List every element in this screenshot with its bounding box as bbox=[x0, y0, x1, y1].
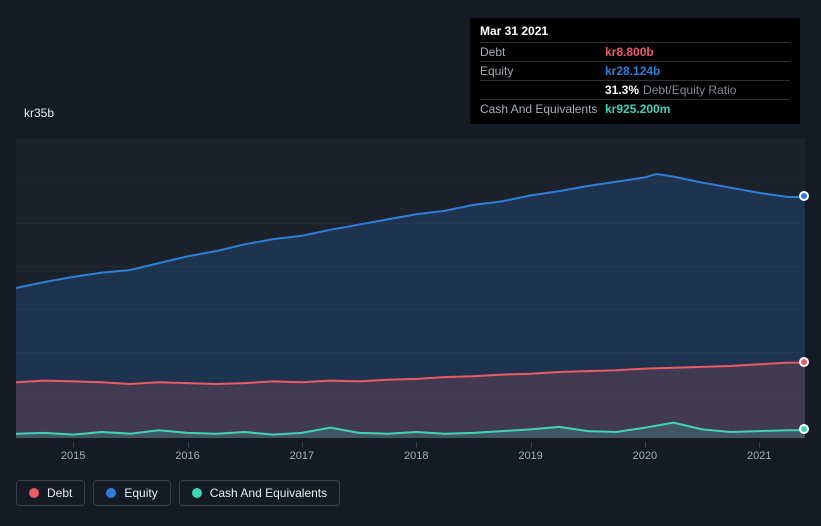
legend-label: Debt bbox=[47, 486, 72, 500]
tooltip-row-value: 31.3%Debt/Equity Ratio bbox=[605, 83, 736, 97]
equity-end-marker bbox=[799, 191, 809, 201]
chart-tooltip: Mar 31 2021 Debtkr8.800bEquitykr28.124b3… bbox=[470, 18, 800, 124]
tooltip-row-suffix: Debt/Equity Ratio bbox=[643, 83, 736, 97]
marker-dot-icon bbox=[799, 357, 809, 367]
legend-label: Equity bbox=[124, 486, 157, 500]
tooltip-row-label bbox=[480, 83, 605, 97]
tooltip-row-value: kr8.800b bbox=[605, 45, 654, 59]
x-tick-mark bbox=[759, 442, 760, 448]
legend-dot-icon bbox=[192, 488, 202, 498]
tooltip-row: 31.3%Debt/Equity Ratio bbox=[480, 80, 790, 99]
marker-dot-icon bbox=[799, 424, 809, 434]
x-tick-label: 2021 bbox=[747, 450, 771, 462]
x-tick-label: 2016 bbox=[175, 450, 199, 462]
x-tick-mark bbox=[302, 442, 303, 448]
legend-item-cash[interactable]: Cash And Equivalents bbox=[179, 480, 340, 506]
x-tick-label: 2018 bbox=[404, 450, 428, 462]
tooltip-row-value: kr925.200m bbox=[605, 102, 670, 116]
tooltip-row-value: kr28.124b bbox=[605, 64, 660, 78]
x-tick-mark bbox=[73, 442, 74, 448]
marker-dot-icon bbox=[799, 191, 809, 201]
chart-plot-area[interactable] bbox=[16, 138, 805, 438]
tooltip-row-label: Equity bbox=[480, 64, 605, 78]
tooltip-row-label: Cash And Equivalents bbox=[480, 102, 605, 116]
legend-item-equity[interactable]: Equity bbox=[93, 480, 170, 506]
legend-item-debt[interactable]: Debt bbox=[16, 480, 85, 506]
x-tick-mark bbox=[188, 442, 189, 448]
tooltip-row: Cash And Equivalentskr925.200m bbox=[480, 99, 790, 118]
y-axis-top-label: kr35b bbox=[24, 106, 54, 120]
x-tick-mark bbox=[416, 442, 417, 448]
tooltip-row: Equitykr28.124b bbox=[480, 61, 790, 80]
legend-dot-icon bbox=[29, 488, 39, 498]
x-axis: 2015 2016 2017 2018 2019 2020 2021 bbox=[16, 442, 805, 472]
tooltip-title: Mar 31 2021 bbox=[480, 24, 790, 42]
debt-end-marker bbox=[799, 357, 809, 367]
tooltip-row-label: Debt bbox=[480, 45, 605, 59]
chart-legend: Debt Equity Cash And Equivalents bbox=[16, 480, 340, 506]
x-tick-label: 2020 bbox=[633, 450, 657, 462]
legend-dot-icon bbox=[106, 488, 116, 498]
x-tick-label: 2019 bbox=[518, 450, 542, 462]
x-tick-mark bbox=[531, 442, 532, 448]
x-tick-label: 2017 bbox=[290, 450, 314, 462]
x-tick-mark bbox=[645, 442, 646, 448]
x-tick-label: 2015 bbox=[61, 450, 85, 462]
legend-label: Cash And Equivalents bbox=[210, 486, 327, 500]
cash-end-marker bbox=[799, 424, 809, 434]
tooltip-row: Debtkr8.800b bbox=[480, 42, 790, 61]
